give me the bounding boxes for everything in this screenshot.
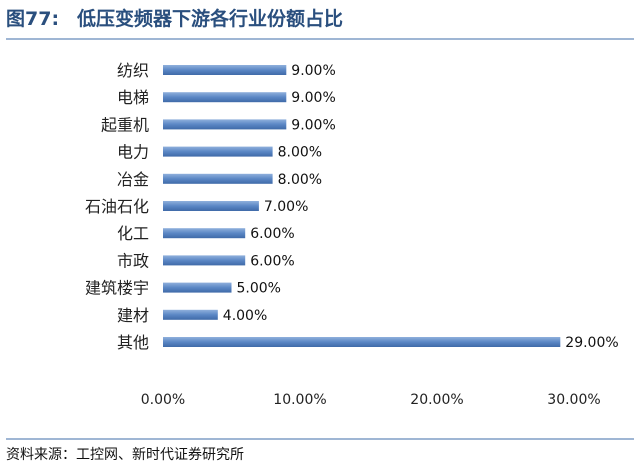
data-label: 4.00%	[223, 308, 267, 324]
bar	[163, 337, 561, 347]
chart-title-bar: 图77: 低压变频器下游各行业份额占比	[6, 6, 634, 40]
bar	[163, 282, 232, 293]
source-note: 资料来源：工控网、新时代证券研究所	[6, 438, 634, 468]
data-label: 9.00%	[291, 90, 335, 106]
category-label: 市政	[117, 251, 149, 270]
bar	[163, 201, 259, 211]
data-label: 8.00%	[278, 145, 322, 161]
data-label: 9.00%	[291, 63, 335, 79]
data-label: 7.00%	[264, 199, 308, 215]
bar	[163, 65, 287, 75]
bar	[163, 255, 246, 266]
category-label: 纺织	[117, 61, 149, 80]
bar	[163, 309, 218, 320]
bar	[163, 173, 273, 184]
category-label: 电力	[117, 143, 149, 162]
bar	[163, 119, 287, 130]
x-tick-label: 30.00%	[547, 392, 600, 408]
category-label: 建材	[117, 306, 149, 325]
bar	[163, 228, 246, 239]
bar	[163, 146, 273, 157]
x-tick-label: 10.00%	[273, 392, 326, 408]
x-tick-label: 20.00%	[410, 392, 463, 408]
category-label: 冶金	[117, 170, 149, 189]
category-label: 石油石化	[85, 197, 149, 216]
data-label: 6.00%	[250, 226, 294, 242]
category-label: 电梯	[117, 88, 149, 107]
data-label: 9.00%	[291, 117, 335, 133]
category-label: 其他	[117, 333, 149, 352]
data-label: 5.00%	[237, 281, 281, 297]
bar	[163, 92, 287, 103]
bar-chart: 纺织 9.00% 电梯 9.00% 起重机 9.00% 电力 8.00% 冶金 8.00% 石油石化…	[85, 61, 619, 408]
data-label: 29.00%	[565, 335, 618, 351]
category-label: 起重机	[101, 115, 149, 134]
figure-number: 图77:	[6, 8, 60, 30]
x-tick-label: 0.00%	[141, 392, 185, 408]
category-label: 化工	[117, 224, 149, 243]
chart-title: 低压变频器下游各行业份额占比	[77, 8, 344, 30]
data-label: 6.00%	[250, 253, 294, 269]
data-label: 8.00%	[278, 172, 322, 188]
category-label: 建筑楼宇	[85, 279, 149, 298]
